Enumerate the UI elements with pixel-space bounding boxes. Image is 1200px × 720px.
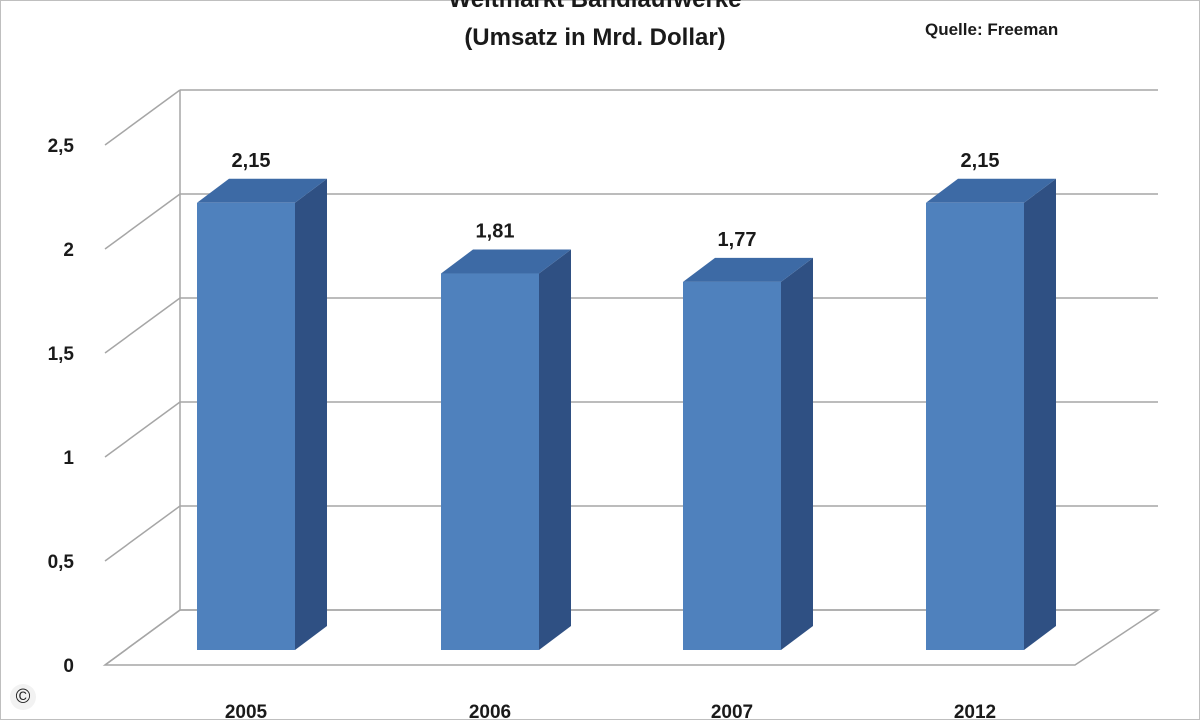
bar-top [441,249,571,274]
y-tick-label: 1 [63,448,74,469]
data-label: 1,77 [718,229,757,251]
bar-top [197,178,327,203]
chart-floor [102,609,1161,666]
bar [926,202,1024,651]
copyright-icon: © [10,684,36,710]
wall-diagonal [104,401,181,458]
bar-top [926,178,1056,203]
x-tick-label: 2005 [225,702,268,720]
bar [683,281,781,650]
x-tick-label: 2012 [954,702,996,720]
y-tick-label: 1,5 [48,344,75,365]
y-tick-label: 0 [63,656,74,677]
y-tick-label: 2 [63,240,74,261]
x-tick-label: 2006 [469,702,511,720]
bar-side [781,257,813,650]
data-label: 2,15 [961,150,1000,172]
wall-diagonal [104,89,181,146]
source-note: Quelle: Freeman [925,20,1059,39]
x-tick-label: 2007 [711,702,753,720]
data-label: 2,15 [232,150,271,172]
y-tick-label: 2,5 [48,136,75,157]
bar-side [295,178,327,651]
chart-title: Weltmarkt Bandlaufwerke [0,0,1190,14]
wall-diagonal [104,297,181,354]
bar [441,273,539,650]
bar-side [539,249,571,650]
bar-top [683,257,813,282]
wall-diagonal [104,193,181,250]
chart-subtitle: (Umsatz in Mrd. Dollar) [464,24,726,51]
y-tick-label: 0,5 [48,552,75,573]
bar-side [1024,178,1056,651]
data-label: 1,81 [476,221,515,243]
bar [197,202,295,651]
wall-diagonal [104,505,181,562]
